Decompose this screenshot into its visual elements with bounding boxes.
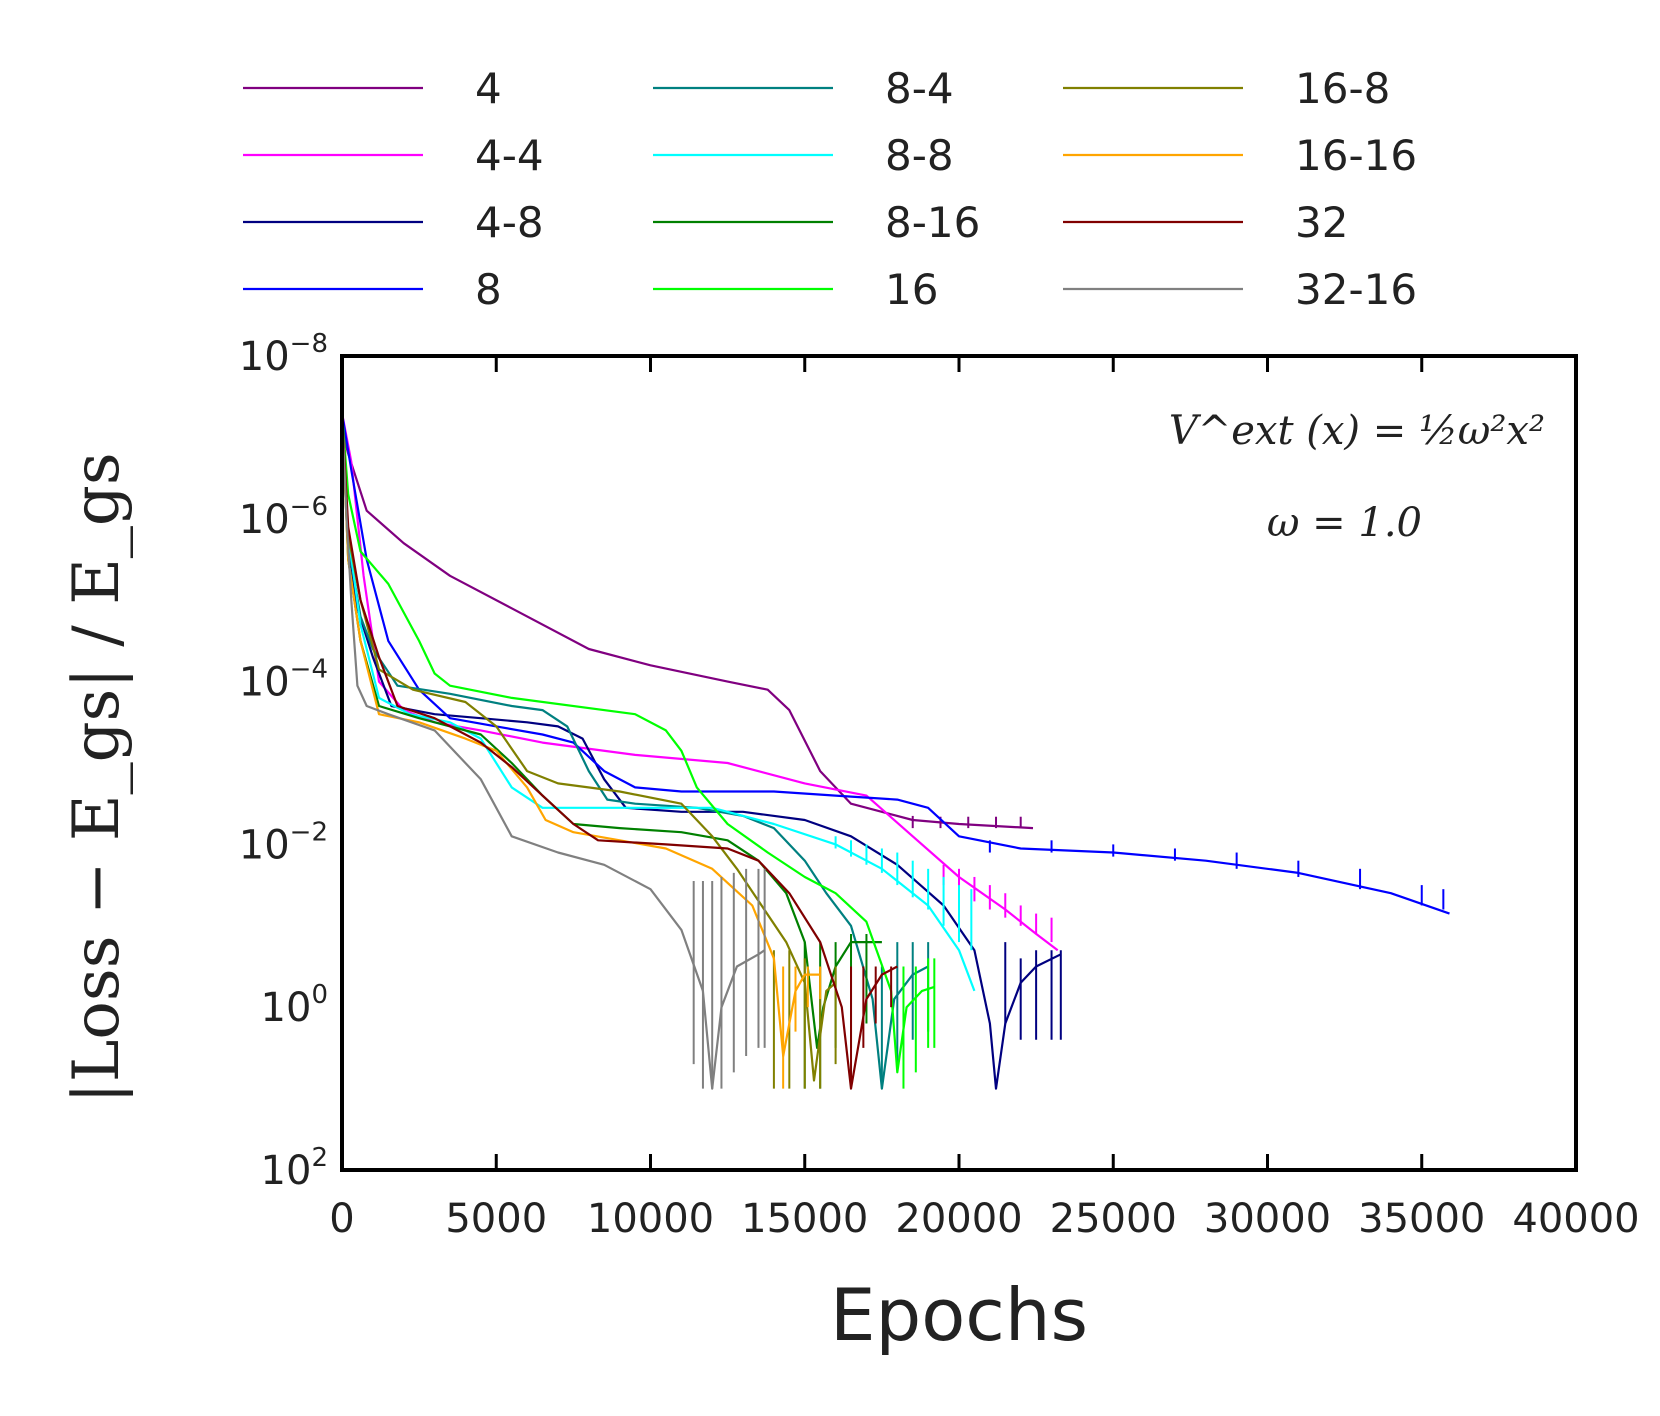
x-tick-label: 35000 — [1358, 1196, 1485, 1242]
series-8-8 — [340, 412, 976, 992]
legend-label: 16 — [885, 265, 938, 314]
series-8-4 — [340, 412, 930, 1090]
series-32 — [340, 412, 898, 1090]
x-tick-label: 20000 — [895, 1196, 1022, 1242]
series-8 — [340, 412, 1450, 915]
series-16 — [340, 412, 936, 1089]
x-tick-label: 5000 — [445, 1196, 547, 1242]
y-tick-label: 10−2 — [239, 817, 328, 868]
series-layer — [340, 412, 1450, 1090]
legend-item: 8-4 — [653, 64, 954, 113]
x-tick-label: 30000 — [1204, 1196, 1331, 1242]
series-line-4 — [340, 412, 1034, 830]
series-line-8-8 — [340, 412, 976, 992]
legend-item: 4-8 — [243, 198, 544, 247]
legend-item: 8-8 — [653, 131, 954, 180]
legend-item: 4 — [243, 64, 502, 113]
y-axis-label: |Loss − E_gs| / E_gs — [60, 452, 134, 1103]
legend-label: 32 — [1295, 198, 1348, 247]
x-tick-labels: 0 5000 10000 15000 20000 25000 30000 35000 40000 — [329, 1196, 1639, 1242]
y-tick-label: 10−6 — [239, 492, 328, 543]
series-line-32 — [340, 412, 898, 1090]
legend-item: 4-4 — [243, 131, 544, 180]
x-tick-label: 10000 — [587, 1196, 714, 1242]
series-line-8 — [340, 412, 1450, 915]
legend-label: 8-16 — [885, 198, 980, 247]
series-16-16 — [340, 412, 822, 1089]
legend-item: 16 — [653, 265, 938, 314]
series-line-16-8 — [340, 412, 837, 1082]
x-tick-label: 15000 — [741, 1196, 868, 1242]
x-tick-label: 40000 — [1512, 1196, 1639, 1242]
legend-label: 16-16 — [1295, 131, 1417, 180]
legend-label: 4-4 — [475, 131, 544, 180]
legend-label: 4 — [475, 64, 502, 113]
series-line-8-4 — [340, 412, 929, 1090]
annotation-omega: ω = 1.0 — [1267, 500, 1422, 546]
y-tick-labels: 102 100 10−2 10−4 10−6 10−8 — [239, 329, 328, 1194]
legend-item: 32-16 — [1063, 265, 1417, 314]
x-axis-label: Epochs — [830, 1273, 1088, 1357]
legend-item: 32 — [1063, 198, 1348, 247]
legend-label: 4-8 — [475, 198, 544, 247]
series-line-4-8 — [340, 412, 1062, 1090]
series-line-32-16 — [340, 412, 766, 1090]
series-line-4-4 — [340, 412, 1059, 952]
legend-label: 8-8 — [885, 131, 954, 180]
legend-item: 16-8 — [1063, 64, 1390, 113]
x-tick-label: 25000 — [1050, 1196, 1177, 1242]
legend-label: 8-4 — [885, 64, 954, 113]
x-tick-label: 0 — [329, 1196, 354, 1242]
plot-area — [340, 354, 1578, 1172]
legend-item: 8-16 — [653, 198, 980, 247]
series-32-16 — [340, 412, 766, 1090]
ticks-layer — [340, 356, 1578, 1170]
y-tick-label: 10−4 — [239, 655, 328, 706]
plot-frame — [340, 354, 1578, 1172]
series-line-8-16 — [340, 412, 882, 1049]
series-line-16 — [340, 412, 935, 1074]
y-tick-label: 100 — [261, 980, 328, 1031]
legend: 4 4-4 4-8 8 8-4 8-8 8-16 16 16-8 16-16 32 32-16 — [243, 64, 1417, 314]
y-tick-label: 10−8 — [239, 329, 328, 380]
legend-label: 32-16 — [1295, 265, 1417, 314]
legend-item: 16-16 — [1063, 131, 1417, 180]
legend-label: 8 — [475, 265, 502, 314]
y-tick-label: 102 — [261, 1143, 328, 1194]
series-4-8 — [340, 412, 1062, 1090]
series-4-4 — [340, 412, 1059, 952]
legend-label: 16-8 — [1295, 64, 1390, 113]
annotation-potential: V^ext (x) = ½ω²x² — [1169, 408, 1545, 454]
legend-item: 8 — [243, 265, 502, 314]
